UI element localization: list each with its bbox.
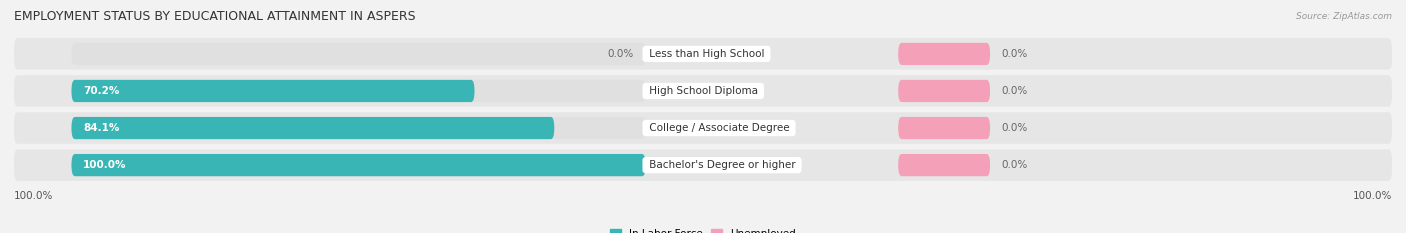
FancyBboxPatch shape <box>898 80 990 102</box>
FancyBboxPatch shape <box>14 149 1392 181</box>
FancyBboxPatch shape <box>72 80 474 102</box>
Text: 100.0%: 100.0% <box>1353 191 1392 201</box>
FancyBboxPatch shape <box>14 75 1392 107</box>
FancyBboxPatch shape <box>898 117 990 139</box>
Text: EMPLOYMENT STATUS BY EDUCATIONAL ATTAINMENT IN ASPERS: EMPLOYMENT STATUS BY EDUCATIONAL ATTAINM… <box>14 10 416 23</box>
Text: 70.2%: 70.2% <box>83 86 120 96</box>
FancyBboxPatch shape <box>72 154 645 176</box>
FancyBboxPatch shape <box>72 43 645 65</box>
FancyBboxPatch shape <box>72 80 645 102</box>
Text: College / Associate Degree: College / Associate Degree <box>645 123 793 133</box>
Text: 84.1%: 84.1% <box>83 123 120 133</box>
Text: 0.0%: 0.0% <box>607 49 634 59</box>
Text: Bachelor's Degree or higher: Bachelor's Degree or higher <box>645 160 799 170</box>
Text: Less than High School: Less than High School <box>645 49 768 59</box>
Text: High School Diploma: High School Diploma <box>645 86 761 96</box>
FancyBboxPatch shape <box>72 117 554 139</box>
Text: 0.0%: 0.0% <box>1001 49 1028 59</box>
Text: 0.0%: 0.0% <box>1001 86 1028 96</box>
FancyBboxPatch shape <box>898 43 990 65</box>
FancyBboxPatch shape <box>898 154 990 176</box>
FancyBboxPatch shape <box>14 38 1392 70</box>
Text: 100.0%: 100.0% <box>83 160 127 170</box>
FancyBboxPatch shape <box>72 154 645 176</box>
FancyBboxPatch shape <box>14 112 1392 144</box>
Legend: In Labor Force, Unemployed: In Labor Force, Unemployed <box>606 225 800 233</box>
FancyBboxPatch shape <box>72 117 645 139</box>
Text: 100.0%: 100.0% <box>14 191 53 201</box>
Text: 0.0%: 0.0% <box>1001 160 1028 170</box>
Text: 0.0%: 0.0% <box>1001 123 1028 133</box>
Text: Source: ZipAtlas.com: Source: ZipAtlas.com <box>1296 12 1392 21</box>
